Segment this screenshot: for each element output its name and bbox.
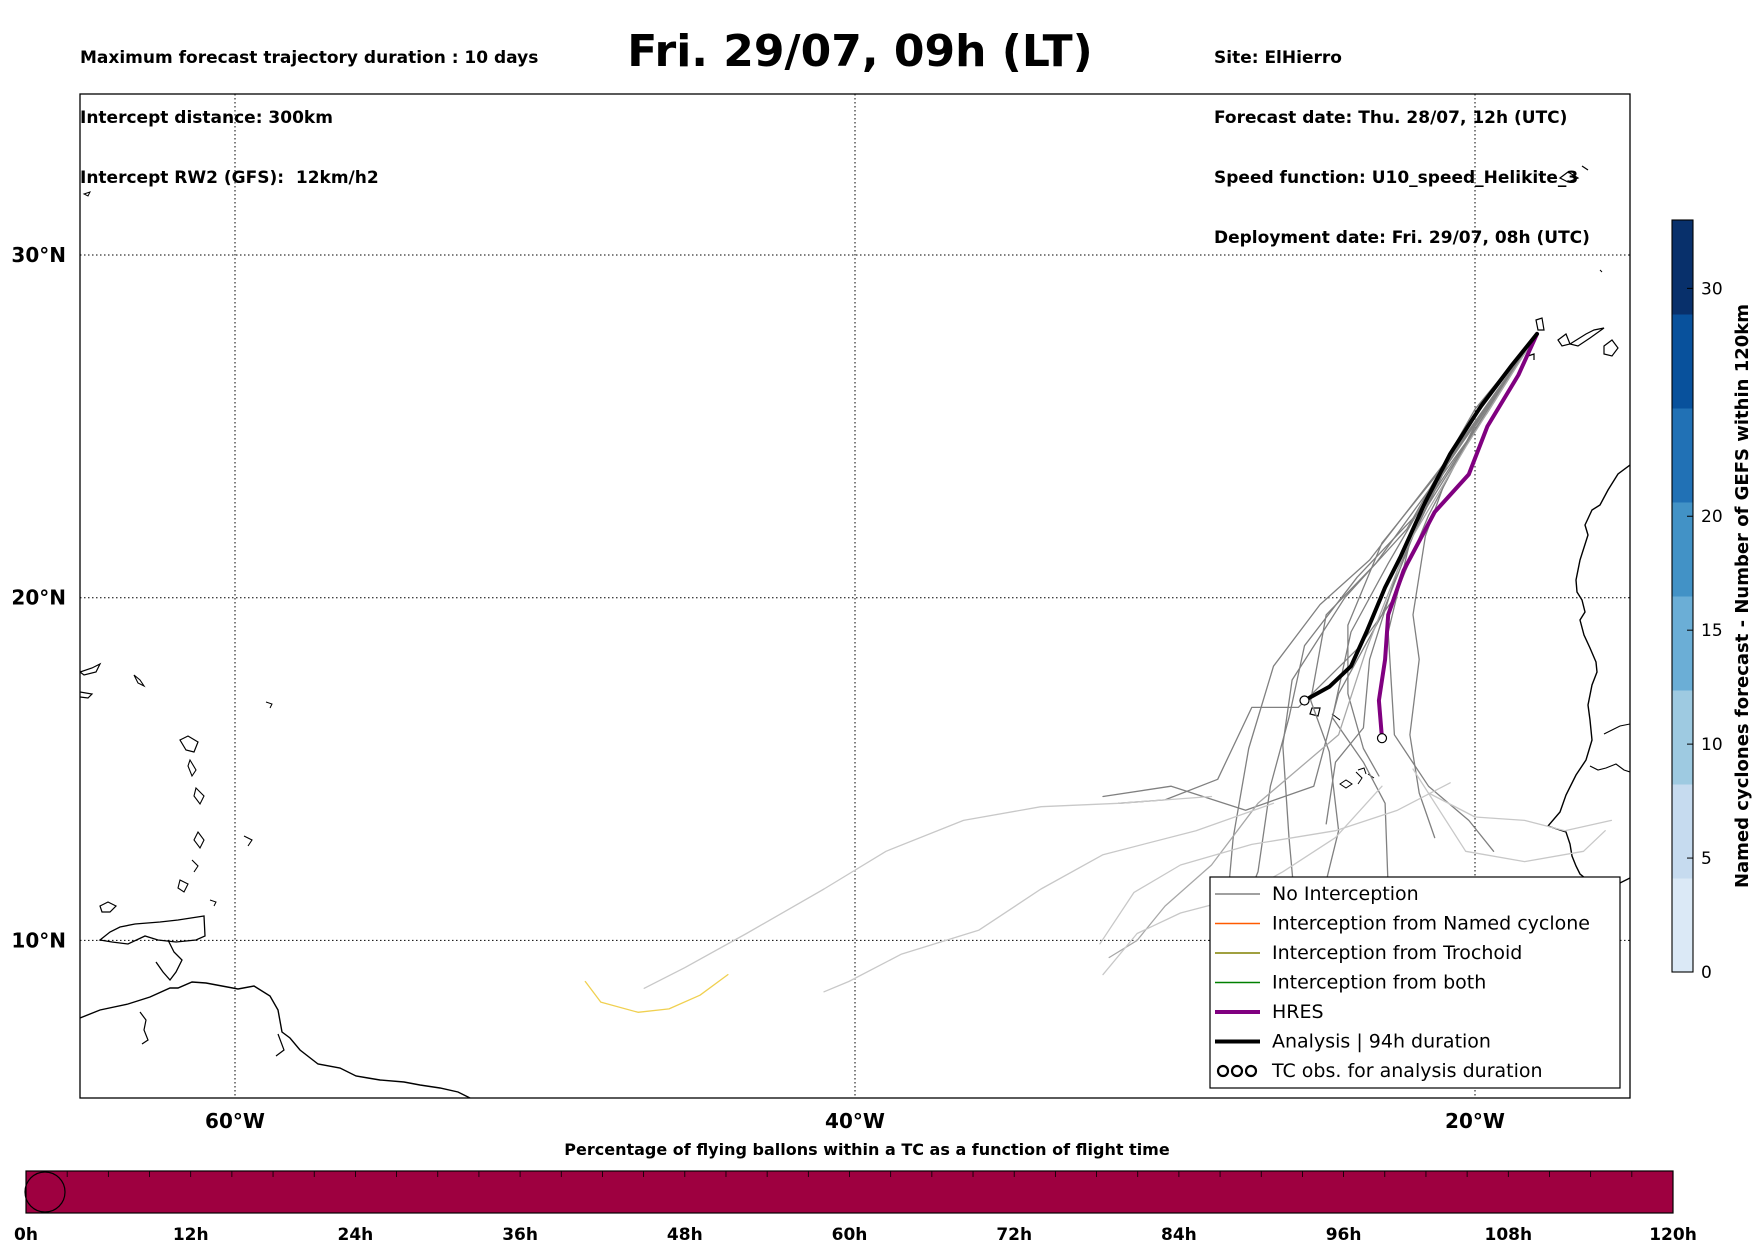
coastlines [80,165,1630,1098]
timebar-tick-label: 84h [1161,1225,1197,1241]
legend-item-label: No Interception [1272,883,1419,905]
legend-item-label: Interception from both [1272,972,1486,994]
colorbar-tick-label: 5 [1701,849,1712,869]
colorbar-block [1672,220,1693,315]
lat-tick-label: 30°N [11,243,66,267]
colorbar-ticks: 0 5 10 15 20 30 [1687,279,1723,983]
colorbar-block [1672,408,1693,503]
timebar-tick-label: 36h [502,1225,538,1241]
trajectory-end-marker [1376,733,1388,744]
legend-box [1209,876,1621,1089]
trajectory-tracks [584,331,1613,1013]
colorbar-tick-label: 30 [1701,279,1723,299]
colorbar-tick-label: 20 [1701,507,1723,527]
lat-tick-label: 20°N [11,586,66,610]
timebar-title: Percentage of flying ballons within a TC… [564,1140,1170,1159]
trajectory-line [1387,333,1538,852]
intercept-distance-text: Intercept distance: 300km [80,108,333,128]
legend-item-label: HRES [1272,1001,1324,1023]
trajectory-line [823,802,1275,993]
colorbar-tick-label: 15 [1701,621,1723,641]
legend: No Interception Interception from Named c… [1209,876,1621,1089]
map-frame [79,93,1631,1099]
trajectory-line [643,795,1213,989]
colorbar-block [1672,690,1693,785]
trajectory-line [1347,333,1538,777]
timebar-tick-label: 12h [173,1225,209,1241]
timebar-fill [26,1171,1673,1213]
colorbar-label: Named cyclones forecast - Number of GEFS… [1732,304,1752,888]
colorbar-tick-label: 0 [1701,963,1712,983]
lat-tick-label: 10°N [11,928,66,952]
timebar-frame [25,1170,1674,1214]
trajectory-line [1102,333,1538,811]
intercept-rw2-text: Intercept RW2 (GFS): 12km/h2 [80,168,379,188]
trajectory-line [1282,333,1538,907]
trajectory-line [1232,333,1538,935]
hres-trajectory-line [1376,331,1539,741]
speed-function-text: Speed function: U10_speed_Helikite_3 [1214,168,1579,188]
trajectory-line [1108,333,1538,959]
colorbar-block [1672,314,1693,409]
header-left-info: Maximum forecast trajectory duration : 1… [80,8,538,208]
colorbar-block [1672,596,1693,691]
lon-tick-label: 60°W [205,1109,265,1133]
forecast-date-text: Forecast date: Thu. 28/07, 12h (UTC) [1214,108,1568,128]
timebar-tick-label: 72h [996,1225,1032,1241]
colorbar-tick-label: 10 [1701,735,1723,755]
legend-item-label: TC obs. for analysis duration [1271,1060,1543,1082]
lon-tick-label: 40°W [825,1109,885,1133]
colorbar-blocks [1672,220,1693,973]
tc-symbol-icon [1244,1064,1258,1078]
trajectory-line [584,973,729,1013]
trajectory-end-marker [1299,695,1310,706]
timebar-minor-ticks [66,1171,1633,1177]
max-duration-text: Maximum forecast trajectory duration : 1… [80,48,539,68]
analysis-trajectory-line [1302,331,1539,703]
site-text: Site: ElHierro [1214,48,1342,68]
timebar-tick-label: 60h [832,1225,868,1241]
page-title: Fri. 29/07, 09h (LT) [627,26,1093,77]
timebar-tick-label: 96h [1326,1225,1362,1241]
colorbar-block [1672,502,1693,597]
time-percentage-bar: Percentage of flying ballons within a TC… [14,1140,1697,1241]
trajectory-line [1310,333,1538,907]
timebar-tick-label: 0h [14,1225,38,1241]
timebar-tc-marker [24,1171,66,1213]
map-axis-labels: 60°W 40°W 20°W 10°N 20°N 30°N [11,243,1505,1133]
colorbar-block [1672,878,1693,973]
colorbar: 0 5 10 15 20 30 Named cyclones forecast - Num… [1671,219,1752,983]
colorbar-block [1672,784,1693,879]
timebar-tick-label: 108h [1485,1225,1533,1241]
tc-symbol-icon [1230,1064,1244,1078]
header-right-info: Site: ElHierro Forecast date: Thu. 28/07… [1214,8,1590,268]
tc-symbol-icon [1216,1064,1230,1078]
legend-item-label: Interception from Named cyclone [1272,913,1590,935]
lon-tick-label: 20°W [1445,1109,1505,1133]
colorbar-frame [1671,219,1694,973]
trajectory-line [1099,782,1451,945]
trajectory-line [1331,333,1538,890]
timebar-tick-label: 120h [1649,1225,1697,1241]
trajectory-line [1427,792,1613,832]
trajectory-line [1409,333,1538,839]
trajectory-line [1412,768,1606,863]
timebar-tick-labels: 0h 12h 24h 36h 48h 60h 72h 84h 96h 108h 120h [14,1225,1697,1241]
deployment-date-text: Deployment date: Fri. 29/07, 08h (UTC) [1214,228,1590,248]
legend-item-label: Interception from Trochoid [1272,942,1522,964]
timebar-tick-label: 24h [338,1225,374,1241]
trajectory-line [1325,333,1538,825]
timebar-tick-label: 48h [667,1225,703,1241]
legend-item-label: Analysis | 94h duration [1272,1031,1491,1053]
